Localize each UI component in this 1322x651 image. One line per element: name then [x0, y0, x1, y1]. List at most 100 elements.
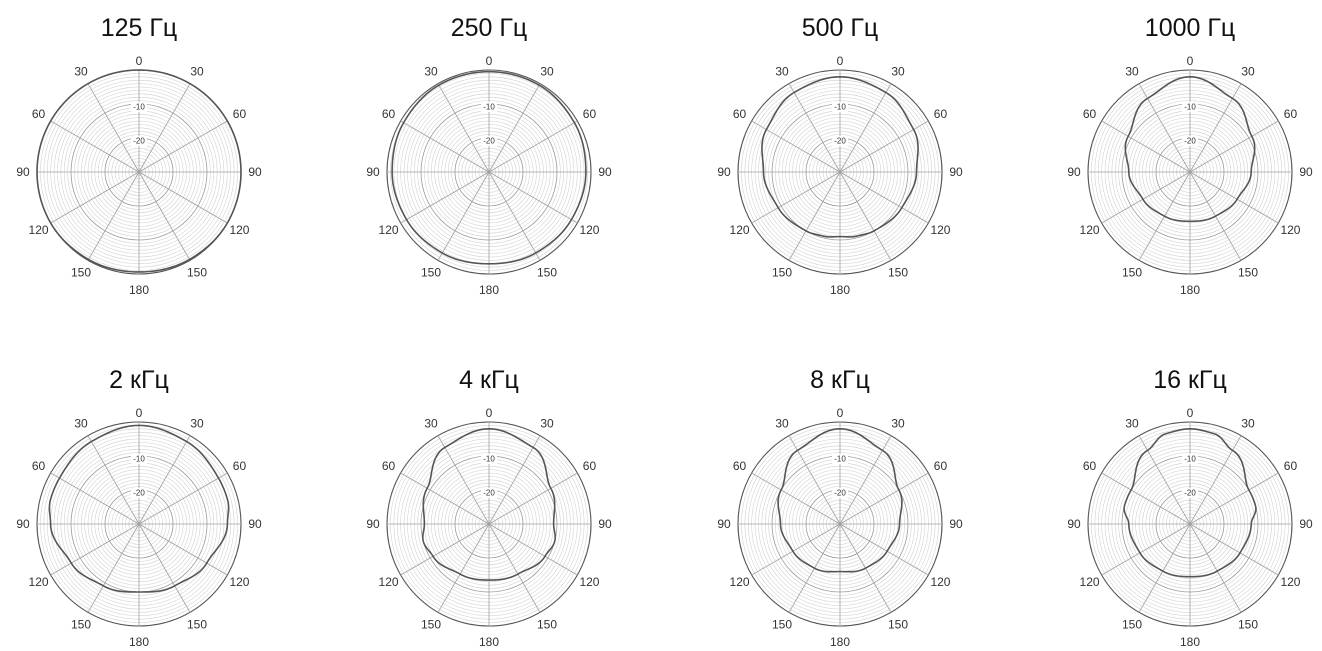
angle-label: 90: [1299, 517, 1313, 531]
angle-label: 30: [1241, 417, 1255, 431]
angle-label: 120: [930, 223, 950, 237]
angle-label: 90: [949, 165, 963, 179]
angle-label: 30: [424, 65, 438, 79]
angle-label: 60: [733, 459, 747, 473]
chart-title: 125 Гц: [100, 14, 178, 42]
grid-spoke: [138, 171, 228, 224]
angle-label: 120: [730, 223, 750, 237]
angle-label: 30: [775, 65, 789, 79]
angle-label: 150: [71, 265, 91, 279]
angle-label: 30: [74, 65, 88, 79]
grid-spoke: [788, 83, 841, 173]
angle-label: 90: [598, 517, 612, 531]
grid-spoke: [751, 523, 841, 576]
angle-label: 150: [772, 265, 792, 279]
radial-label: -20: [133, 137, 145, 146]
angle-label: 30: [190, 65, 204, 79]
grid-spoke: [488, 523, 541, 613]
angle-label: 120: [1280, 575, 1300, 589]
grid-spoke: [87, 83, 140, 173]
directivity-curve: [1124, 76, 1256, 223]
angle-label: 60: [32, 459, 46, 473]
radial-label: -10: [834, 103, 846, 112]
angle-label: 150: [1122, 617, 1142, 631]
angle-label: 90: [598, 165, 612, 179]
radial-label-bg: [1182, 454, 1198, 464]
angle-label: 30: [1125, 417, 1139, 431]
angle-label: 30: [190, 417, 204, 431]
grid-spoke: [751, 472, 841, 525]
radial-label-bg: [481, 488, 497, 498]
angle-label: 90: [366, 517, 380, 531]
grid-spoke: [1189, 120, 1279, 173]
radial-label-bg: [1182, 488, 1198, 498]
radial-label: -20: [483, 489, 495, 498]
angle-label: 150: [421, 265, 441, 279]
angle-label: 90: [1299, 165, 1313, 179]
angle-label: 0: [837, 406, 844, 420]
angle-label: 60: [1284, 107, 1298, 121]
grid-spoke: [437, 435, 490, 525]
angle-label: 120: [1280, 223, 1300, 237]
angle-label: 60: [233, 459, 247, 473]
grid-spoke: [839, 83, 892, 173]
radial-label: -20: [133, 489, 145, 498]
grid-spoke: [138, 83, 191, 173]
grid-spoke: [488, 472, 578, 525]
grid-spoke: [488, 120, 578, 173]
chart-title: 2 кГц: [109, 366, 169, 394]
radial-label: -10: [133, 455, 145, 464]
grid-spoke: [788, 171, 841, 261]
angle-label: 30: [540, 417, 554, 431]
directivity-curve: [48, 424, 230, 593]
grid-spoke: [50, 120, 140, 173]
angle-label: 90: [248, 517, 262, 531]
radial-label-bg: [1182, 136, 1198, 146]
chart-title: 500 Гц: [801, 14, 879, 42]
grid-spoke: [138, 472, 228, 525]
radial-label: -10: [133, 103, 145, 112]
chart-title: 8 кГц: [810, 366, 870, 394]
angle-label: 120: [229, 223, 249, 237]
radial-label-bg: [832, 454, 848, 464]
grid-spoke: [50, 472, 140, 525]
radial-label-bg: [832, 136, 848, 146]
angle-label: 180: [1180, 635, 1200, 649]
chart-title: 1000 Гц: [1144, 14, 1236, 42]
directivity-curve: [36, 69, 242, 273]
radial-label: -10: [483, 455, 495, 464]
radial-label: -20: [1184, 489, 1196, 498]
radial-label-bg: [131, 454, 147, 464]
radial-label-bg: [1182, 102, 1198, 112]
angle-label: 60: [382, 107, 396, 121]
grid-spoke: [50, 171, 140, 224]
chart-title: 250 Гц: [450, 14, 528, 42]
radial-label-bg: [832, 102, 848, 112]
angle-label: 90: [949, 517, 963, 531]
angle-label: 180: [830, 635, 850, 649]
chart-title: 4 кГц: [459, 366, 519, 394]
angle-label: 120: [1080, 223, 1100, 237]
directivity-curve: [761, 76, 919, 238]
angle-label: 180: [129, 283, 149, 297]
radial-label-bg: [832, 488, 848, 498]
angle-label: 30: [74, 417, 88, 431]
grid-spoke: [839, 472, 929, 525]
angle-label: 60: [934, 459, 948, 473]
grid-spoke: [138, 171, 191, 261]
grid-spoke: [87, 523, 140, 613]
angle-label: 0: [1187, 54, 1194, 68]
grid-spoke: [751, 171, 841, 224]
grid-spoke: [1189, 523, 1242, 613]
angle-label: 120: [379, 223, 399, 237]
radial-label: -20: [483, 137, 495, 146]
grid-spoke: [488, 523, 578, 576]
grid-spoke: [437, 523, 490, 613]
